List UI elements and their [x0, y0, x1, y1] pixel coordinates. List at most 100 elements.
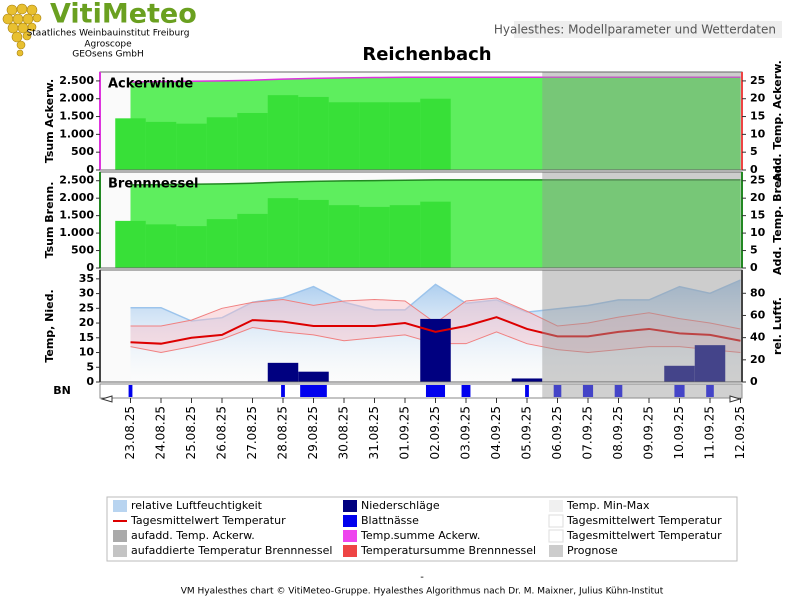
- bar: [664, 365, 695, 382]
- legend-label: Blattnässe: [361, 514, 419, 527]
- bar: [328, 205, 360, 268]
- forecast-overlay: [542, 172, 742, 268]
- x-tick-label: 23.08.25: [123, 406, 137, 459]
- x-tick-label: 08.09.25: [611, 406, 625, 459]
- bar: [389, 102, 421, 170]
- legend-label: Tagesmittelwert Temperatur: [130, 514, 286, 527]
- x-tick-label: 25.08.25: [184, 406, 198, 459]
- bar: [115, 118, 146, 170]
- legend-symbol: [113, 545, 127, 557]
- wetness-block: [128, 385, 133, 397]
- bar: [694, 345, 726, 382]
- tab-box: [514, 21, 782, 38]
- y-tick-label: 2.500: [59, 74, 94, 87]
- panel-title: Ackerwinde: [108, 77, 193, 92]
- y-tick-label: 2.000: [59, 92, 94, 105]
- x-tick-label: 24.08.25: [154, 406, 168, 459]
- legend-label: Temp. Min-Max: [566, 499, 650, 512]
- y2-tick-label: 5: [750, 145, 758, 158]
- wetness-block: [461, 385, 471, 397]
- bar: [389, 205, 421, 268]
- area-line: [130, 76, 741, 83]
- forecast-overlay: [542, 384, 742, 398]
- wetness-block: [553, 385, 562, 397]
- y-axis-label: Temp, Nied.: [43, 289, 56, 362]
- legend-label: aufaddierte Temperatur Brennnessel: [131, 544, 332, 557]
- y2-tick-label: 25: [750, 74, 765, 87]
- area-line: [130, 179, 741, 186]
- bar: [115, 220, 146, 268]
- x-tick-label: 28.08.25: [276, 406, 290, 459]
- bar: [176, 226, 207, 268]
- legend-label: Tagesmittelwert Temperatur: [566, 529, 722, 542]
- bar: [420, 98, 451, 170]
- strip-label: BN: [53, 384, 71, 397]
- y2-tick-label: 10: [750, 127, 766, 140]
- y-tick-label: 1.000: [59, 127, 94, 140]
- forecast-overlay: [542, 270, 742, 382]
- y2-tick-label: 80: [750, 286, 766, 299]
- legend-symbol: [113, 530, 127, 542]
- legend-label: Prognose: [567, 544, 618, 557]
- y-tick-label: 2.500: [59, 174, 94, 187]
- bar: [237, 213, 268, 268]
- y-tick-label: 0: [86, 163, 94, 176]
- chart-title: Reichenbach: [362, 44, 491, 65]
- y2-tick-label: 15: [750, 110, 765, 123]
- y2-tick-label: 60: [750, 308, 766, 321]
- arrow-right: [729, 395, 742, 403]
- bar: [145, 224, 177, 268]
- panel-title: Brennnessel: [108, 177, 198, 192]
- x-tick-label: 30.08.25: [337, 406, 351, 459]
- bar: [328, 102, 360, 170]
- area-line: [130, 279, 741, 322]
- bar: [359, 206, 390, 268]
- x-tick-label: 05.09.25: [520, 406, 534, 459]
- wetness-block: [281, 385, 285, 397]
- y-tick-label: 10: [79, 346, 95, 359]
- y-tick-label: 2.000: [59, 191, 94, 204]
- x-tick-label: 02.09.25: [428, 406, 442, 459]
- bar: [145, 121, 177, 170]
- y-tick-label: 0: [86, 261, 94, 274]
- legend-label: Niederschläge: [361, 499, 440, 512]
- y2-tick-label: 0: [750, 375, 758, 388]
- wetness-block: [300, 385, 327, 397]
- x-tick-label: 31.08.25: [367, 406, 381, 459]
- y2-tick-label: 5: [750, 244, 758, 257]
- org: Staatliches Weinbauinstitut Freiburg: [27, 29, 190, 39]
- legend-symbol: [343, 530, 357, 542]
- y2-tick-label: 0: [750, 261, 758, 274]
- bar: [359, 102, 390, 170]
- y2-tick-label: 20: [750, 191, 766, 204]
- legend-box: [106, 496, 738, 562]
- y-tick-label: 20: [79, 316, 95, 329]
- legend-symbol: [548, 514, 564, 528]
- x-tick-label: 26.08.25: [215, 406, 229, 459]
- legend-label: Temp.summe Ackerw.: [360, 529, 480, 542]
- legend-label: Tagesmittelwert Temperatur: [566, 514, 722, 527]
- bar: [511, 378, 543, 382]
- x-tick-label: 06.09.25: [550, 406, 564, 459]
- bar: [206, 117, 238, 170]
- y-axis-label: Tsum Brenn.: [43, 182, 56, 259]
- legend-symbol: [343, 515, 357, 527]
- logo: VitiMeteo: [50, 0, 197, 30]
- y2-tick-label: 0: [750, 163, 758, 176]
- x-tick-label: 09.09.25: [642, 406, 656, 459]
- x-tick-label: 07.09.25: [581, 406, 595, 459]
- x-tick-label: 04.09.25: [489, 406, 503, 459]
- wetness-block: [582, 385, 594, 397]
- bar: [298, 371, 329, 382]
- y-tick-label: 1.000: [59, 226, 94, 239]
- y-tick-label: 5: [86, 360, 94, 373]
- y2-tick-label: 20: [750, 92, 766, 105]
- wetness-block: [525, 385, 529, 397]
- legend-symbol: [343, 500, 357, 512]
- org: GEOsens GmbH: [72, 50, 143, 60]
- legend-label: Temperatursumme Brennnessel: [360, 544, 536, 557]
- bar: [237, 112, 268, 170]
- forecast-overlay: [542, 72, 742, 170]
